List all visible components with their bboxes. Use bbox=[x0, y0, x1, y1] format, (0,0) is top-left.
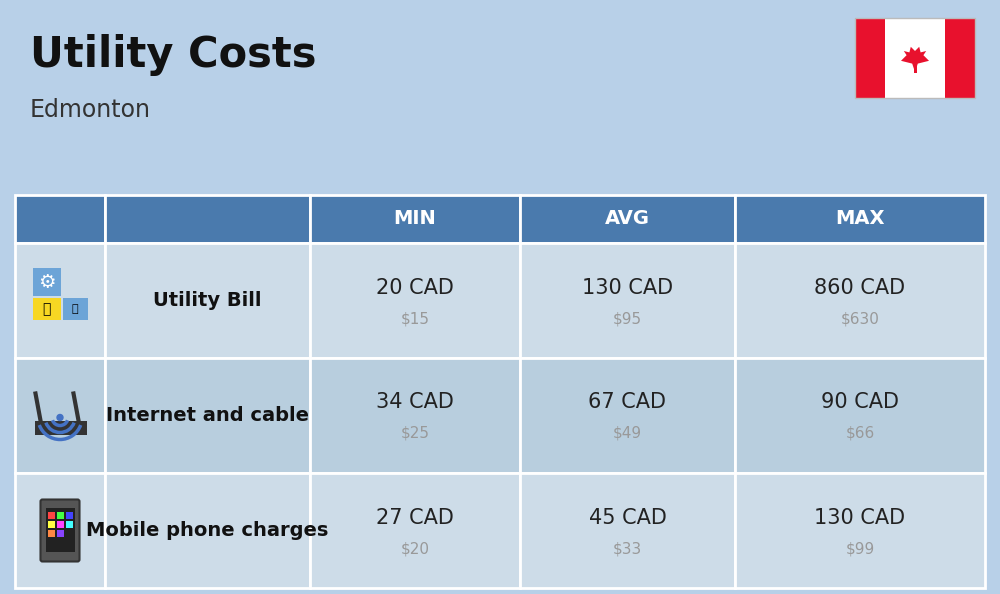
Bar bbox=[62, 298, 88, 320]
Bar bbox=[66, 511, 72, 519]
Text: Mobile phone charges: Mobile phone charges bbox=[86, 521, 329, 540]
Bar bbox=[105, 358, 310, 473]
Text: ⚙: ⚙ bbox=[38, 273, 55, 292]
Text: 130 CAD: 130 CAD bbox=[814, 507, 906, 527]
Text: AVG: AVG bbox=[605, 210, 650, 229]
Bar bbox=[520, 243, 735, 358]
Bar bbox=[66, 520, 72, 527]
Text: Edmonton: Edmonton bbox=[30, 98, 151, 122]
Bar bbox=[15, 358, 105, 473]
Text: Utility Costs: Utility Costs bbox=[30, 34, 316, 76]
Bar bbox=[32, 268, 60, 296]
Text: 💧: 💧 bbox=[71, 304, 78, 314]
Bar bbox=[56, 511, 64, 519]
Bar bbox=[520, 473, 735, 588]
Text: $33: $33 bbox=[613, 541, 642, 556]
Polygon shape bbox=[901, 47, 929, 72]
Bar bbox=[520, 195, 735, 243]
Bar bbox=[105, 195, 310, 243]
Bar bbox=[46, 507, 74, 551]
Bar bbox=[310, 243, 520, 358]
Bar bbox=[56, 520, 64, 527]
Bar bbox=[914, 65, 916, 72]
Bar bbox=[735, 473, 985, 588]
Text: 27 CAD: 27 CAD bbox=[376, 507, 454, 527]
Text: MAX: MAX bbox=[835, 210, 885, 229]
Text: Utility Bill: Utility Bill bbox=[153, 291, 262, 310]
Text: 34 CAD: 34 CAD bbox=[376, 393, 454, 412]
Text: $25: $25 bbox=[400, 426, 430, 441]
Text: 860 CAD: 860 CAD bbox=[814, 277, 906, 298]
Bar bbox=[56, 529, 64, 536]
Bar bbox=[105, 473, 310, 588]
Bar bbox=[520, 358, 735, 473]
Bar bbox=[15, 473, 105, 588]
FancyBboxPatch shape bbox=[40, 500, 80, 561]
Bar bbox=[48, 511, 54, 519]
Bar bbox=[34, 421, 87, 434]
Bar bbox=[48, 529, 54, 536]
Text: 🔌: 🔌 bbox=[42, 302, 51, 316]
Text: 130 CAD: 130 CAD bbox=[582, 277, 673, 298]
Bar bbox=[855, 18, 885, 98]
Bar bbox=[855, 18, 975, 98]
Bar bbox=[735, 358, 985, 473]
Text: $49: $49 bbox=[613, 426, 642, 441]
Bar bbox=[735, 243, 985, 358]
Bar bbox=[15, 243, 105, 358]
Text: $99: $99 bbox=[845, 541, 875, 556]
Bar bbox=[735, 195, 985, 243]
Text: Internet and cable: Internet and cable bbox=[106, 406, 309, 425]
Text: MIN: MIN bbox=[394, 210, 436, 229]
Bar bbox=[885, 18, 945, 98]
Text: 20 CAD: 20 CAD bbox=[376, 277, 454, 298]
Text: 67 CAD: 67 CAD bbox=[588, 393, 666, 412]
Bar bbox=[15, 195, 105, 243]
Bar bbox=[48, 520, 54, 527]
Text: 45 CAD: 45 CAD bbox=[589, 507, 666, 527]
Text: $630: $630 bbox=[841, 311, 879, 326]
Text: $15: $15 bbox=[400, 311, 430, 326]
Text: $66: $66 bbox=[845, 426, 875, 441]
Text: $20: $20 bbox=[400, 541, 430, 556]
Bar bbox=[310, 358, 520, 473]
Bar bbox=[310, 473, 520, 588]
Bar bbox=[945, 18, 975, 98]
Text: $95: $95 bbox=[613, 311, 642, 326]
Circle shape bbox=[57, 415, 63, 421]
Bar bbox=[105, 243, 310, 358]
Bar bbox=[32, 298, 60, 320]
Text: 90 CAD: 90 CAD bbox=[821, 393, 899, 412]
Bar bbox=[310, 195, 520, 243]
